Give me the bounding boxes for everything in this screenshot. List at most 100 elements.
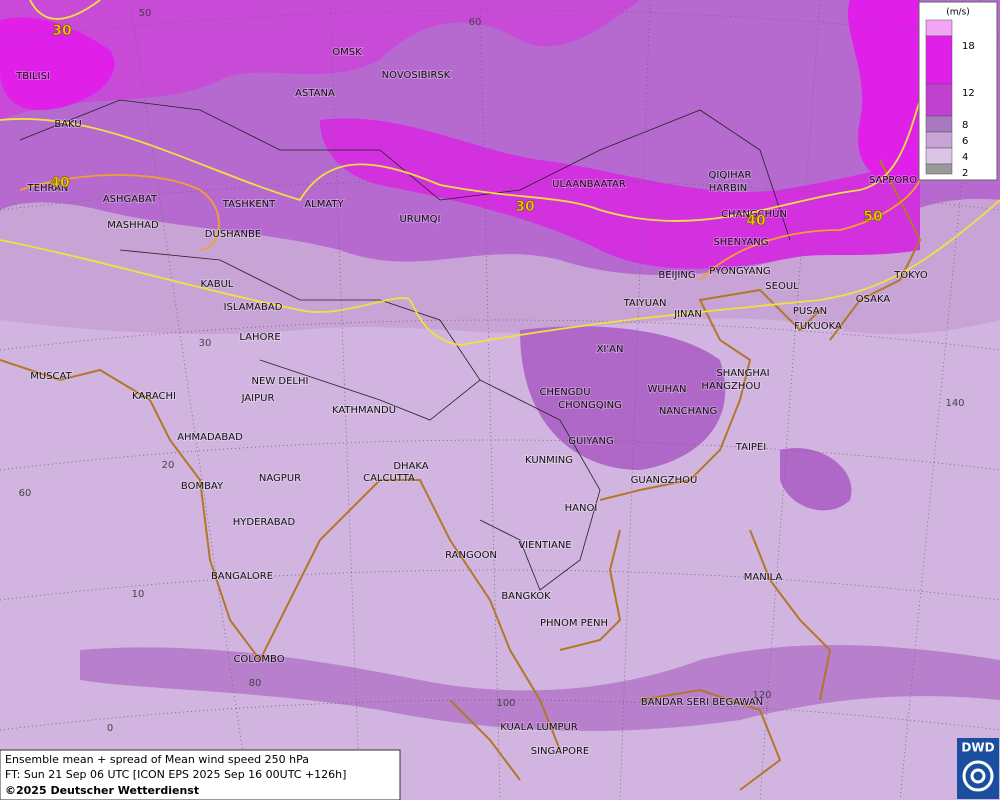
city-label: PYONGYANG	[709, 266, 770, 277]
legend-band	[925, 131, 953, 149]
city-label: XI'AN	[597, 344, 624, 355]
city-label: LAHORE	[239, 332, 280, 343]
city-label: BANGKOK	[501, 591, 551, 602]
grid-label: 20	[162, 460, 175, 471]
grid-label: 100	[496, 698, 515, 709]
contour-label: 40	[746, 213, 766, 229]
grid-label: 30	[199, 338, 212, 349]
city-label: CHENGDU	[539, 387, 590, 398]
city-label: TEHRAN	[27, 183, 69, 194]
city-label: KARACHI	[132, 391, 176, 402]
city-label: HARBIN	[709, 183, 748, 194]
city-label: SHANGHAI	[716, 368, 769, 379]
city-label: DUSHANBE	[205, 229, 261, 240]
grid-label: 10	[132, 589, 145, 600]
city-label: OSAKA	[856, 294, 891, 305]
legend-band	[925, 115, 953, 133]
city-label: RANGOON	[445, 550, 497, 561]
city-label: KATHMANDU	[332, 405, 396, 416]
contour-labels: 30 40 30 40 50	[50, 23, 883, 230]
logo: DWD	[957, 738, 999, 799]
grid-label: 60	[469, 17, 482, 28]
logo-text: DWD	[961, 741, 994, 755]
city-label: ISLAMABAD	[224, 302, 283, 313]
city-label: BEIJING	[658, 270, 695, 281]
grid-label: 140	[945, 398, 964, 409]
city-label: GUIYANG	[568, 436, 613, 447]
city-label: MANILA	[744, 572, 783, 583]
legend-unit: (m/s)	[946, 8, 970, 18]
city-label: VIENTIANE	[518, 540, 571, 551]
city-label: BANDAR SERI BEGAWAN	[641, 697, 763, 708]
city-label: SHENYANG	[713, 237, 768, 248]
city-label: URUMQI	[399, 214, 440, 225]
city-label: BANGALORE	[211, 571, 273, 582]
grid-label: 60	[19, 488, 32, 499]
city-label: ALMATY	[304, 199, 344, 210]
city-label: JINAN	[673, 309, 702, 320]
city-label: NEW DELHI	[252, 376, 309, 387]
city-label: BAKU	[54, 119, 81, 130]
city-label: KABUL	[201, 279, 234, 290]
city-label: TAIPEI	[735, 442, 766, 453]
contour-label: 40	[50, 175, 70, 191]
city-label: MASHHAD	[107, 220, 159, 231]
legend: (m/s) 18 12 8 6 4 2	[918, 1, 998, 181]
city-label: TAIYUAN	[623, 298, 667, 309]
city-labels: TBILISI BAKU TEHRAN ASHGABAT MASHHAD TASHKENT…	[14, 46, 929, 758]
contour-label: 30	[515, 199, 535, 215]
city-label: SINGAPORE	[531, 746, 590, 757]
city-label: HANGZHOU	[701, 381, 760, 392]
city-label: WUHAN	[647, 384, 686, 395]
footer-line: FT: Sun 21 Sep 06 UTC [ICON EPS 2025 Sep…	[5, 768, 346, 781]
city-label: DHAKA	[393, 461, 428, 472]
footer: Ensemble mean + spread of Mean wind spee…	[0, 749, 401, 800]
city-label: COLOMBO	[233, 654, 284, 665]
legend-band	[925, 163, 953, 175]
legend-label: 4	[962, 152, 968, 163]
legend-band	[925, 19, 953, 37]
city-label: TBILISI	[15, 71, 50, 82]
contour-label: 30	[52, 23, 72, 39]
city-label: KUNMING	[525, 455, 573, 466]
city-label: BOMBAY	[181, 481, 224, 492]
city-label: CHONGQING	[558, 400, 622, 411]
contour-label: 50	[863, 209, 883, 225]
city-label: KUALA LUMPUR	[500, 722, 578, 733]
city-label: ULAANBAATAR	[552, 179, 626, 190]
city-label: FUKUOKA	[794, 321, 842, 332]
city-label: ASHGABAT	[103, 194, 158, 205]
city-label: PHNOM PENH	[540, 618, 608, 629]
borders	[19, 99, 791, 591]
city-label: HYDERABAD	[233, 517, 296, 528]
city-label: TASHKENT	[222, 199, 276, 210]
legend-band	[925, 35, 953, 85]
grid-label: 120	[752, 690, 771, 701]
legend-label: 12	[962, 88, 975, 99]
footer-line: Ensemble mean + spread of Mean wind spee…	[5, 753, 309, 766]
city-label: NAGPUR	[259, 473, 301, 484]
city-label: PUSAN	[793, 306, 827, 317]
logo-icon	[970, 768, 986, 784]
city-label: ASTANA	[295, 88, 335, 99]
city-label: TOKYO	[893, 270, 928, 281]
legend-band	[925, 83, 953, 117]
city-label: SAPPORO	[869, 175, 917, 186]
city-label: OMSK	[332, 47, 362, 58]
footer-box	[0, 749, 401, 800]
grid-label: 0	[107, 723, 113, 734]
city-label: AHMADABAD	[177, 432, 243, 443]
city-label: NOVOSIBIRSK	[382, 70, 451, 81]
legend-label: 6	[962, 136, 968, 147]
city-label: QIQIHAR	[709, 170, 752, 181]
legend-label: 18	[962, 41, 975, 52]
contours	[0, 0, 1000, 346]
city-label: GUANGZHOU	[631, 475, 698, 486]
legend-band	[925, 147, 953, 165]
coastlines	[0, 159, 922, 791]
footer-line: ©2025 Deutscher Wetterdienst	[5, 784, 199, 797]
city-label: SEOUL	[765, 281, 799, 292]
